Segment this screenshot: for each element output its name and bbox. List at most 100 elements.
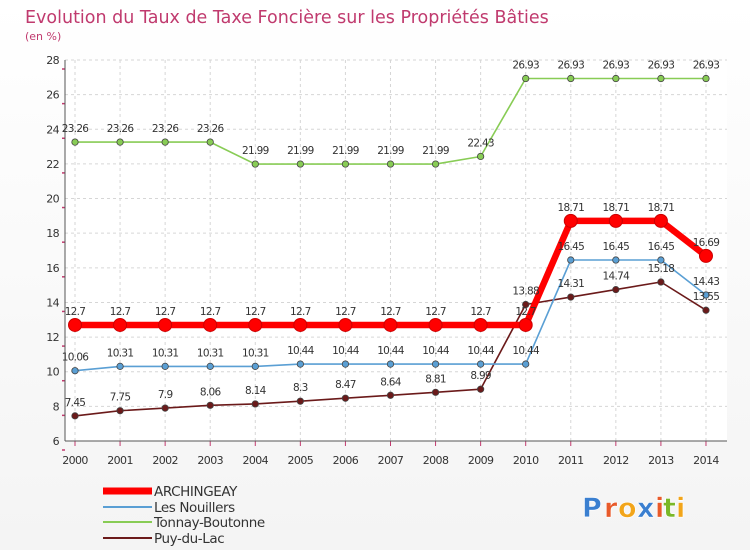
data-label-archingeay: 12.7	[245, 306, 266, 318]
data-point-tonnay-boutonne	[116, 138, 124, 146]
data-label-tonnay-boutonne: 21.99	[287, 145, 314, 157]
data-label-les-nouillers: 10.44	[287, 345, 315, 357]
data-point-tonnay-boutonne	[612, 74, 620, 83]
data-point-puy-du-lac	[522, 300, 530, 309]
data-point-tonnay-boutonne	[161, 138, 169, 146]
data-label-puy-du-lac: 14.74	[603, 271, 631, 283]
series-archingeay	[68, 213, 713, 332]
data-label-les-nouillers: 10.31	[197, 347, 224, 359]
x-tick-label: 2002	[152, 454, 178, 467]
data-label-puy-du-lac: 8.81	[425, 373, 446, 385]
data-label-tonnay-boutonne: 26.93	[648, 60, 675, 72]
data-label-tonnay-boutonne: 23.26	[62, 123, 90, 135]
x-tick-label: 2010	[513, 454, 539, 467]
data-label-tonnay-boutonne: 21.99	[332, 145, 359, 157]
x-tick-label: 2007	[378, 454, 404, 467]
data-point-les-nouillers	[702, 291, 710, 299]
grid-layer	[65, 59, 727, 442]
data-point-les-nouillers	[567, 256, 575, 264]
data-point-puy-du-lac	[386, 391, 395, 399]
data-point-les-nouillers	[206, 362, 214, 370]
data-label-puy-du-lac: 8.3	[293, 382, 308, 394]
y-tick-label: 20	[46, 193, 59, 206]
data-label-les-nouillers: 10.31	[242, 347, 269, 359]
data-point-tonnay-boutonne	[341, 160, 350, 168]
data-point-les-nouillers	[161, 362, 169, 370]
data-label-puy-du-lac: 8.99	[470, 370, 491, 382]
y-tick-label: 24	[46, 123, 59, 136]
data-label-puy-du-lac: 8.64	[380, 376, 402, 388]
y-tick-label: 18	[46, 227, 59, 240]
y-tick-label: 8	[53, 400, 60, 413]
data-label-les-nouillers: 16.45	[603, 241, 630, 253]
data-point-archingeay	[518, 317, 533, 332]
logo-letter: i	[655, 493, 664, 524]
data-point-tonnay-boutonne	[567, 74, 575, 83]
x-tick-label: 2013	[648, 454, 674, 467]
data-point-puy-du-lac	[116, 407, 124, 415]
data-point-puy-du-lac	[71, 412, 79, 420]
chart-title: Evolution du Taux de Taxe Foncière sur l…	[25, 8, 549, 28]
data-label-tonnay-boutonne: 23.26	[197, 123, 225, 135]
data-point-puy-du-lac	[251, 400, 259, 408]
data-label-les-nouillers: 10.44	[512, 345, 540, 357]
data-point-archingeay	[653, 213, 668, 228]
plot-area	[65, 60, 727, 441]
data-point-les-nouillers	[522, 360, 530, 368]
data-label-les-nouillers: 10.44	[332, 345, 360, 357]
series-les-nouillers	[71, 256, 710, 375]
y-tick-label: 28	[46, 54, 59, 67]
data-label-archingeay: 12.7	[515, 306, 536, 318]
data-label-les-nouillers: 16.45	[648, 241, 675, 253]
data-label-tonnay-boutonne: 22.43	[467, 137, 494, 149]
data-label-puy-du-lac: 8.47	[335, 379, 356, 391]
data-point-tonnay-boutonne	[71, 138, 79, 146]
data-point-les-nouillers	[341, 360, 350, 368]
x-tick-label: 2004	[242, 454, 268, 467]
data-label-puy-du-lac: 13.55	[693, 291, 720, 303]
data-label-puy-du-lac: 14.31	[557, 278, 584, 290]
x-tick-label: 2012	[603, 454, 629, 467]
data-point-archingeay	[68, 317, 82, 332]
axis-layer: 6 8 10 12 14 16 18 20 22 24 26 28 2000 2001 2002 2003 20…	[46, 54, 727, 467]
data-point-les-nouillers	[612, 256, 620, 264]
x-tick-label: 2001	[107, 454, 133, 467]
data-label-puy-du-lac: 7.9	[158, 389, 173, 401]
y-tick-label: 22	[46, 158, 59, 171]
data-point-puy-du-lac	[161, 404, 169, 412]
x-tick-label: 2000	[62, 454, 88, 467]
data-point-les-nouillers	[477, 360, 485, 368]
data-label-archingeay: 12.7	[110, 306, 131, 318]
data-point-tonnay-boutonne	[431, 160, 440, 168]
legend-label-puy-du-lac: Puy-du-Lac	[154, 531, 224, 547]
logo-letter: r	[604, 493, 618, 524]
data-point-archingeay	[428, 317, 443, 332]
data-point-puy-du-lac	[296, 397, 304, 405]
data-label-archingeay: 12.7	[380, 306, 401, 318]
data-point-tonnay-boutonne	[522, 74, 530, 83]
data-point-archingeay	[113, 317, 128, 332]
data-point-tonnay-boutonne	[702, 74, 710, 83]
x-tick-label: 2005	[288, 454, 314, 467]
data-point-tonnay-boutonne	[657, 74, 665, 83]
data-point-puy-du-lac	[567, 293, 575, 301]
data-label-tonnay-boutonne: 21.99	[242, 145, 269, 157]
data-label-archingeay: 12.7	[290, 306, 311, 318]
data-label-puy-du-lac: 13.88	[512, 286, 539, 298]
data-label-puy-du-lac: 8.14	[245, 385, 267, 397]
y-tick-label: 10	[46, 366, 59, 379]
data-point-les-nouillers	[116, 362, 124, 370]
data-label-les-nouillers: 10.31	[152, 347, 179, 359]
data-point-archingeay	[563, 213, 578, 228]
data-point-puy-du-lac	[341, 394, 350, 402]
data-label-les-nouillers: 16.45	[557, 241, 584, 253]
data-point-puy-du-lac	[477, 385, 485, 393]
series-layer	[68, 74, 713, 420]
data-label-les-nouillers: 10.44	[422, 345, 450, 357]
data-label-archingeay: 12.7	[155, 306, 176, 318]
data-point-archingeay	[203, 317, 218, 332]
data-point-tonnay-boutonne	[251, 160, 259, 168]
data-label-les-nouillers: 10.44	[377, 345, 405, 357]
